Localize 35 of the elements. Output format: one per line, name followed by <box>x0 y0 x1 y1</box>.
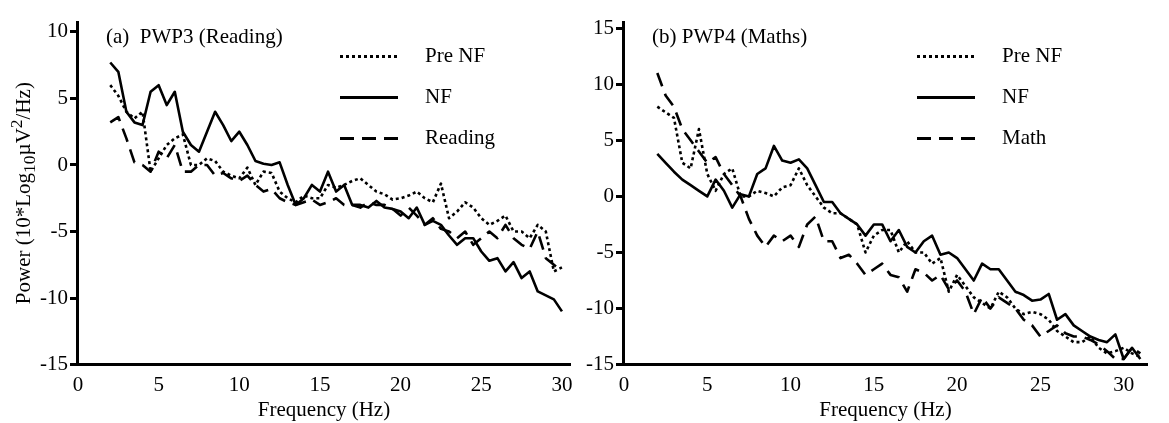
x-tick-label: 20 <box>946 371 968 396</box>
y-tick-label: -5 <box>596 238 614 263</box>
x-tick-label: 15 <box>309 371 331 396</box>
x-tick-label: 25 <box>470 371 492 396</box>
x-tick-label: 30 <box>551 371 573 396</box>
x-tick-label: 20 <box>390 371 412 396</box>
y-tick-label: 10 <box>46 18 68 43</box>
y-tick-label: 5 <box>57 84 68 109</box>
y-tick-label: -10 <box>39 284 68 309</box>
legend-label: NF <box>1002 84 1029 109</box>
chart-title: (b) PWP4 (Maths) <box>651 23 808 48</box>
legend-label: Pre NF <box>425 43 486 68</box>
x-tick-label: 5 <box>702 371 713 396</box>
legend-label: Reading <box>425 125 496 150</box>
y-tick-label: -10 <box>585 295 614 320</box>
legend-label: NF <box>425 84 452 109</box>
x-tick-label: 10 <box>780 371 802 396</box>
legend-label: Pre NF <box>1002 43 1063 68</box>
legend-label: Math <box>1002 125 1047 150</box>
y-tick-label: 15 <box>592 14 614 39</box>
x-tick-label: 25 <box>1029 371 1051 396</box>
y-tick-label: 5 <box>603 126 614 151</box>
y-tick-label: 10 <box>592 70 614 95</box>
x-tick-label: 15 <box>863 371 885 396</box>
x-axis-title: Frequency (Hz) <box>819 396 952 421</box>
y-tick-label: -5 <box>50 218 68 243</box>
x-tick-label: 5 <box>153 371 164 396</box>
y-tick-label: -15 <box>585 351 614 376</box>
x-axis-title: Frequency (Hz) <box>257 396 391 421</box>
y-tick-label: -15 <box>39 351 68 376</box>
chart-title: (a) PWP3 (Reading) <box>105 23 283 48</box>
y-tick-label: 0 <box>57 151 68 176</box>
x-tick-label: 10 <box>228 371 250 396</box>
y-tick-label: 0 <box>603 182 614 207</box>
x-tick-label: 30 <box>1113 371 1135 396</box>
